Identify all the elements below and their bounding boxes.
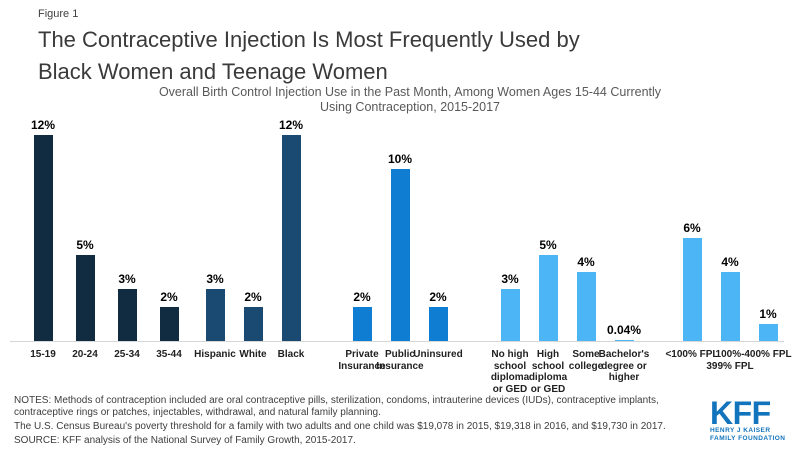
bar-value-label: 3% xyxy=(118,272,136,286)
bar xyxy=(390,169,410,341)
bar-value-label: 5% xyxy=(539,238,557,252)
bar-cell: 5% High school diploma or GED xyxy=(529,238,567,395)
bar-cell: 3% 25-34 xyxy=(106,272,148,360)
source-text: SOURCE: KFF analysis of the National Sur… xyxy=(14,434,356,446)
bar-x-label: Black xyxy=(277,349,305,360)
bar-value-label: 2% xyxy=(353,290,371,304)
bar xyxy=(758,324,778,341)
chart-title-line1: The Contraceptive Injection Is Most Freq… xyxy=(38,27,580,52)
bar-x-label: Public Insurance xyxy=(376,349,424,372)
bar xyxy=(682,238,702,341)
chart-subtitle-line2: Using Contraception, 2015-2017 xyxy=(320,99,500,114)
bar-value-label: 5% xyxy=(76,238,94,252)
bar-cell: 2% Private Insurance xyxy=(338,290,385,372)
bar-value-label: 1% xyxy=(759,307,777,321)
bar-cell: 10% Public Insurance xyxy=(376,152,423,372)
bar xyxy=(538,255,558,341)
bar-x-label: 15-19 xyxy=(30,349,56,360)
bar xyxy=(352,307,372,341)
bar-value-label: 4% xyxy=(577,255,595,269)
kff-logo-line1: HENRY J KAISER xyxy=(710,427,771,434)
bar-cell: 4% Some college xyxy=(567,255,605,372)
bar xyxy=(33,135,53,341)
chart-subtitle-line1: Overall Birth Control Injection Use in t… xyxy=(158,85,662,99)
bar-value-label: 12% xyxy=(278,118,304,132)
chart-title-line2: Black Women and Teenage Women xyxy=(38,59,388,84)
bar xyxy=(281,135,301,341)
bar-chart: 12% 15-19 5% 20-24 3% 25-34 2% 35-44 3% Hispanic 2… xyxy=(0,118,800,395)
bar xyxy=(720,272,740,341)
bar-x-label: 20-24 xyxy=(72,349,98,360)
bar xyxy=(117,289,137,341)
bar-cell: 2% White xyxy=(234,290,272,360)
bar-cell: 3% No high school diploma or GED xyxy=(491,272,529,395)
kff-logo-line2: FAMILY FOUNDATION xyxy=(710,434,786,442)
bar-x-label: White xyxy=(239,349,267,360)
bar-group-race-ethnicity: 3% Hispanic 2% White 12% Black xyxy=(194,118,310,360)
footnotes: NOTES: Methods of contraception included… xyxy=(14,395,706,449)
kff-logo: KFF HENRY J KAISER FAMILY FOUNDATION xyxy=(710,395,796,442)
bar-x-label: Hispanic xyxy=(194,349,236,360)
bar-x-label: 25-34 xyxy=(114,349,140,360)
bar-value-label: 2% xyxy=(429,290,447,304)
bar-x-label: Uninsured xyxy=(413,349,463,360)
bar-value-label: 2% xyxy=(244,290,262,304)
bar-x-label: No high school diploma or GED xyxy=(490,349,530,395)
chart-subtitle: Overall Birth Control Injection Use in t… xyxy=(80,85,740,114)
bar xyxy=(614,340,634,341)
bar-value-label: 2% xyxy=(160,290,178,304)
bar-x-label: Private Insurance xyxy=(338,349,386,372)
bar-cell: 2% Uninsured xyxy=(413,290,462,360)
bar xyxy=(500,289,520,341)
bar-x-label: 35-44 xyxy=(156,349,182,360)
bar-cell: 0.04% Bachelor's degree or higher xyxy=(599,323,650,383)
bar-cell: 5% 20-24 xyxy=(64,238,106,360)
bar xyxy=(576,272,596,341)
bar-value-label: 12% xyxy=(30,118,56,132)
bar-group-poverty-level: 6% <100% FPL 4% 100%- 399% FPL 1% 400% FPL xyxy=(665,221,791,372)
bar-x-label: <100% FPL xyxy=(665,349,719,360)
chart-title: The Contraceptive Injection Is Most Freq… xyxy=(38,24,580,88)
bar-cell: 12% Black xyxy=(272,118,310,360)
poverty-note-text: The U.S. Census Bureau's poverty thresho… xyxy=(14,420,666,432)
bar xyxy=(205,289,225,341)
bar-cell: 3% Hispanic xyxy=(194,272,236,360)
bar-group-age: 12% 15-19 5% 20-24 3% 25-34 2% 35-44 xyxy=(22,118,190,360)
bar-value-label: 10% xyxy=(387,152,413,166)
bar xyxy=(243,307,263,341)
bar-value-label: 4% xyxy=(721,255,739,269)
bar-cell: 4% 100%- 399% FPL xyxy=(706,255,753,372)
bar-x-label: 400% FPL xyxy=(744,349,792,360)
bar-cell: 2% 35-44 xyxy=(148,290,190,360)
bar-value-label: 3% xyxy=(501,272,519,286)
x-axis-line xyxy=(10,341,784,342)
bar-cell: 6% <100% FPL xyxy=(665,221,718,360)
bar xyxy=(75,255,95,341)
kff-logo-wordmark: KFF xyxy=(710,395,771,431)
bar-cell: 1% 400% FPL xyxy=(744,307,791,360)
figure-label: Figure 1 xyxy=(38,8,79,20)
bar-group-insurance: 2% Private Insurance 10% Public Insurance 2%… xyxy=(338,152,462,372)
bar-x-label: High school diploma or GED xyxy=(528,349,568,395)
notes-text: NOTES: Methods of contraception included… xyxy=(14,395,659,418)
bar-x-label: 100%- 399% FPL xyxy=(706,349,754,372)
bar-value-label: 6% xyxy=(683,221,701,235)
bar-x-label: Bachelor's degree or higher xyxy=(598,349,650,383)
bar xyxy=(159,307,179,341)
bar-cell: 12% 15-19 xyxy=(22,118,64,360)
bar-value-label: 3% xyxy=(206,272,224,286)
bar-group-education: 3% No high school diploma or GED 5% High sc… xyxy=(491,238,650,395)
bar-value-label: 0.04% xyxy=(606,323,642,337)
bar xyxy=(428,307,448,341)
bar-x-label: Some college xyxy=(568,349,604,372)
